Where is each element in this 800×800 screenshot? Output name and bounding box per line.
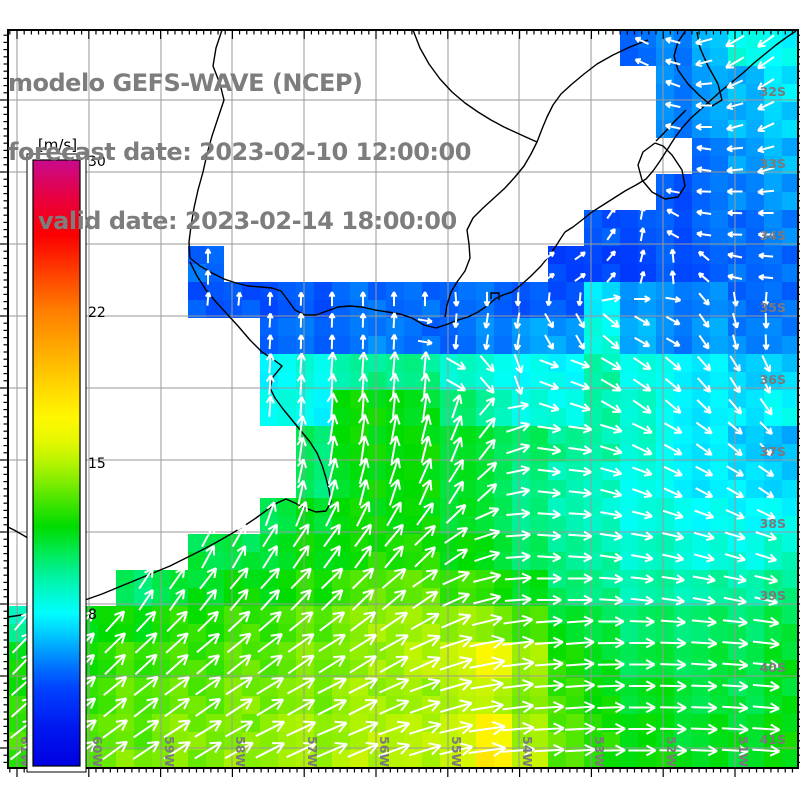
- svg-text:56W: 56W: [377, 736, 392, 767]
- svg-text:40S: 40S: [760, 660, 786, 675]
- colorbar: [m/s] 30 22 15 8: [26, 136, 106, 773]
- svg-text:22: 22: [88, 305, 106, 321]
- svg-text:[m/s]: [m/s]: [38, 136, 77, 154]
- svg-text:51W: 51W: [736, 736, 751, 767]
- svg-text:32S: 32S: [760, 84, 786, 99]
- svg-text:39S: 39S: [760, 588, 786, 603]
- svg-text:30: 30: [88, 154, 106, 170]
- svg-text:37S: 37S: [760, 444, 786, 459]
- svg-text:58W: 58W: [233, 736, 248, 767]
- svg-text:60W: 60W: [90, 736, 105, 767]
- svg-text:41S: 41S: [760, 732, 786, 747]
- svg-text:53W: 53W: [592, 736, 607, 767]
- svg-text:59W: 59W: [162, 736, 177, 767]
- svg-text:36S: 36S: [760, 372, 786, 387]
- svg-text:57W: 57W: [305, 736, 320, 767]
- svg-text:54W: 54W: [520, 736, 535, 767]
- svg-text:55W: 55W: [449, 736, 464, 767]
- svg-text:33S: 33S: [760, 156, 786, 171]
- svg-text:35S: 35S: [760, 300, 786, 315]
- svg-text:52W: 52W: [664, 736, 679, 767]
- svg-text:8: 8: [88, 607, 97, 623]
- svg-text:38S: 38S: [760, 516, 786, 531]
- svg-text:34S: 34S: [760, 228, 786, 243]
- svg-text:15: 15: [88, 456, 106, 472]
